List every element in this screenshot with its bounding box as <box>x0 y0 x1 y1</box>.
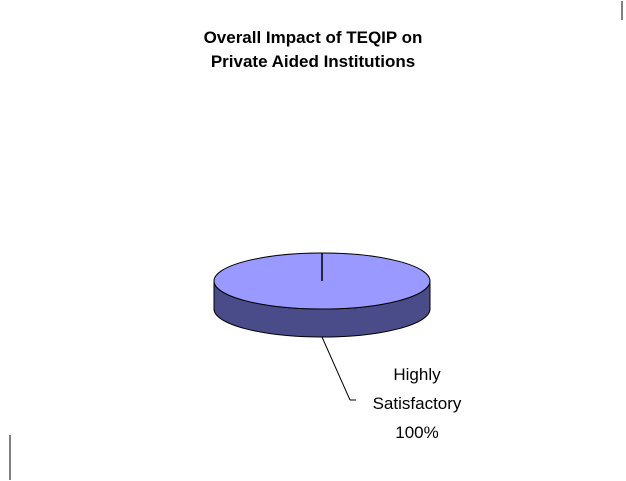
slice-label-line-1: Highly <box>393 365 441 384</box>
pie-group <box>213 252 431 338</box>
leader-line <box>321 336 351 401</box>
slice-label-line-2: Satisfactory <box>373 394 462 413</box>
chart-title-line-1: Overall Impact of TEQIP on <box>203 28 423 47</box>
slice-label-line-3: 100% <box>395 423 438 442</box>
chart-title-line-2: Private Aided Institutions <box>210 52 416 71</box>
